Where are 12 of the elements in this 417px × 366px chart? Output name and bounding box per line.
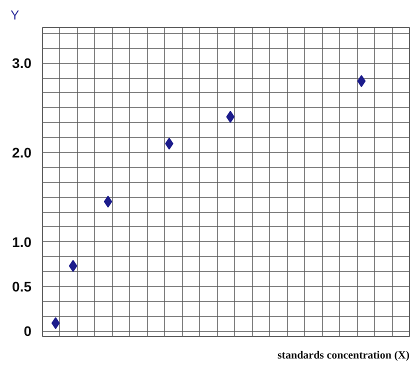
point	[226, 110, 235, 123]
y-tick-label: 2.0	[12, 144, 32, 161]
x-axis-title: standards concentration (X)	[278, 350, 410, 362]
y-tick-label: 3.0	[12, 55, 32, 72]
point	[104, 196, 112, 208]
point	[68, 260, 78, 272]
point	[51, 317, 60, 330]
y-tick-label: 0	[24, 323, 32, 340]
point	[357, 75, 366, 88]
y-tick-label: 1.0	[12, 234, 32, 250]
y-tick-label: 0.5	[12, 278, 32, 294]
y-axis-title: Y	[10, 8, 20, 22]
